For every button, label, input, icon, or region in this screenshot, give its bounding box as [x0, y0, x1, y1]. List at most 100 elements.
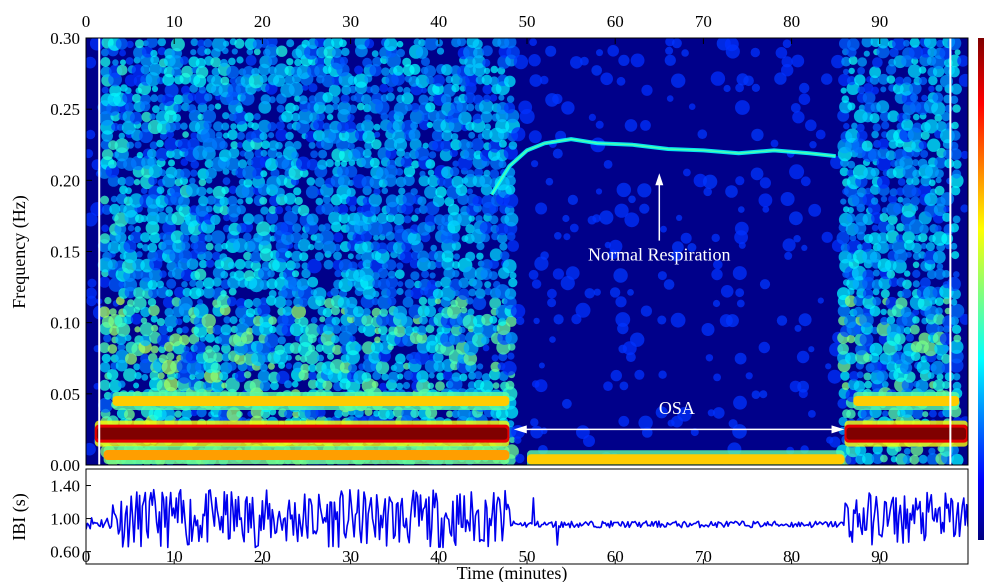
spectrogram-cell — [672, 241, 684, 254]
spectrogram-cell — [398, 187, 406, 195]
spectrogram-cell — [259, 196, 268, 205]
spectrogram-cell — [315, 197, 324, 206]
spectrogram-cell — [457, 211, 472, 227]
spectrogram-cell — [872, 288, 880, 296]
spectrogram-cell — [863, 372, 872, 381]
spectrogram-cell — [856, 130, 868, 142]
spectrogram-cell — [432, 83, 444, 95]
spectrogram-cell — [447, 231, 460, 244]
spectrogram-cell — [904, 371, 916, 383]
spectrogram-cell — [116, 64, 128, 76]
spectrogram-cell — [886, 75, 896, 84]
spectrogram-cell — [276, 104, 285, 113]
spectrogram-cell — [458, 277, 470, 289]
spectrogram-cell — [168, 159, 175, 167]
spectrogram-cell — [214, 103, 222, 110]
spectrogram-cell — [848, 67, 855, 75]
spectrogram-cell — [249, 378, 264, 393]
spectrogram-cell — [892, 38, 906, 51]
spectrogram-cell — [855, 343, 867, 356]
spectrogram-cell — [458, 139, 470, 151]
spectrogram-band — [527, 454, 845, 465]
spectrogram-cell — [489, 215, 499, 225]
spectrogram-cell — [425, 159, 436, 169]
spectrogram-cell — [360, 230, 372, 242]
spectrogram-cell — [498, 94, 505, 101]
spectrogram-cell — [132, 93, 142, 103]
spectrogram-cell — [105, 164, 120, 178]
spectrogram-cell — [215, 131, 223, 139]
spectrogram-cell — [489, 76, 500, 87]
spectrogram-cell — [853, 306, 864, 318]
spectrogram-cell — [488, 271, 498, 281]
spectrogram-cell — [868, 148, 881, 162]
spectrogram-cell — [133, 287, 145, 299]
spectrogram-cell — [236, 298, 247, 309]
spectrogram-cell — [326, 113, 334, 121]
spectrogram-cell — [658, 370, 667, 379]
spectrogram-cell — [348, 261, 358, 271]
spectrogram-cell — [909, 454, 920, 465]
spectrogram-cell — [308, 95, 317, 104]
arrow-head — [831, 425, 845, 434]
spectrogram-cell — [404, 279, 415, 289]
spectrogram-cell — [552, 148, 563, 159]
spectrogram-cell — [330, 306, 340, 316]
spectrogram-cell — [479, 174, 492, 188]
spectrogram-cell — [837, 304, 851, 318]
spectrogram-cell — [156, 286, 169, 299]
spectrogram-cell — [931, 55, 946, 69]
spectrogram-cell — [759, 390, 768, 399]
spectrogram-cell — [732, 266, 747, 281]
spectrogram-cell — [396, 40, 404, 48]
spectrogram-cell — [119, 49, 126, 57]
y-tick-label: 1.00 — [50, 510, 80, 529]
spectrogram-cell — [140, 53, 154, 67]
spectrogram-cell — [126, 40, 134, 49]
spectrogram-cell — [507, 240, 519, 252]
spectrogram-cell — [315, 56, 326, 67]
spectrogram-cell — [165, 206, 173, 214]
spectrogram-cell — [562, 214, 570, 223]
spectrogram-cell — [552, 268, 565, 280]
spectrogram-cell — [308, 344, 316, 352]
spectrogram-cell — [115, 232, 127, 244]
spectrogram-cell — [174, 410, 182, 418]
spectrogram-cell — [133, 178, 141, 186]
spectrogram-cell — [336, 137, 350, 152]
spectrogram-cell — [352, 146, 365, 159]
spectrogram-cell — [118, 380, 126, 388]
spectrogram-cell — [498, 352, 508, 362]
spectrogram-cell — [98, 397, 113, 413]
spectrogram-cell — [838, 73, 851, 87]
spectrogram-cell — [738, 206, 745, 213]
spectrogram-cell — [483, 94, 491, 103]
spectrogram-cell — [735, 288, 745, 298]
x-tick-label: 70 — [695, 12, 712, 31]
spectrogram-cell — [302, 84, 309, 91]
spectrogram-cell — [887, 214, 898, 225]
spectrogram-cell — [628, 195, 636, 204]
spectrogram-cell — [505, 184, 516, 195]
spectrogram-cell — [864, 187, 872, 195]
spectrogram-cell — [181, 408, 193, 420]
spectrogram-cell — [163, 66, 175, 78]
spectrogram-cell — [423, 65, 436, 78]
spectrogram-cell — [133, 382, 140, 389]
spectrogram-cell — [847, 102, 856, 111]
spectrogram-cell — [347, 253, 354, 260]
spectrogram-cell — [243, 178, 253, 188]
spectrogram-cell — [896, 325, 906, 335]
spectrogram-cell — [713, 407, 725, 419]
spectrogram-cell — [266, 278, 278, 290]
spectrogram-cell — [410, 409, 420, 418]
spectrogram-cell — [275, 128, 288, 142]
spectrogram-cell — [124, 334, 132, 342]
spectrogram-cell — [953, 271, 960, 278]
spectrogram-cell — [364, 408, 373, 416]
spectrogram-cell — [552, 93, 563, 105]
spectrogram-cell — [125, 57, 134, 65]
spectrogram-cell — [245, 196, 253, 205]
spectrogram-cell — [260, 297, 268, 306]
spectrogram-cell — [671, 250, 682, 262]
